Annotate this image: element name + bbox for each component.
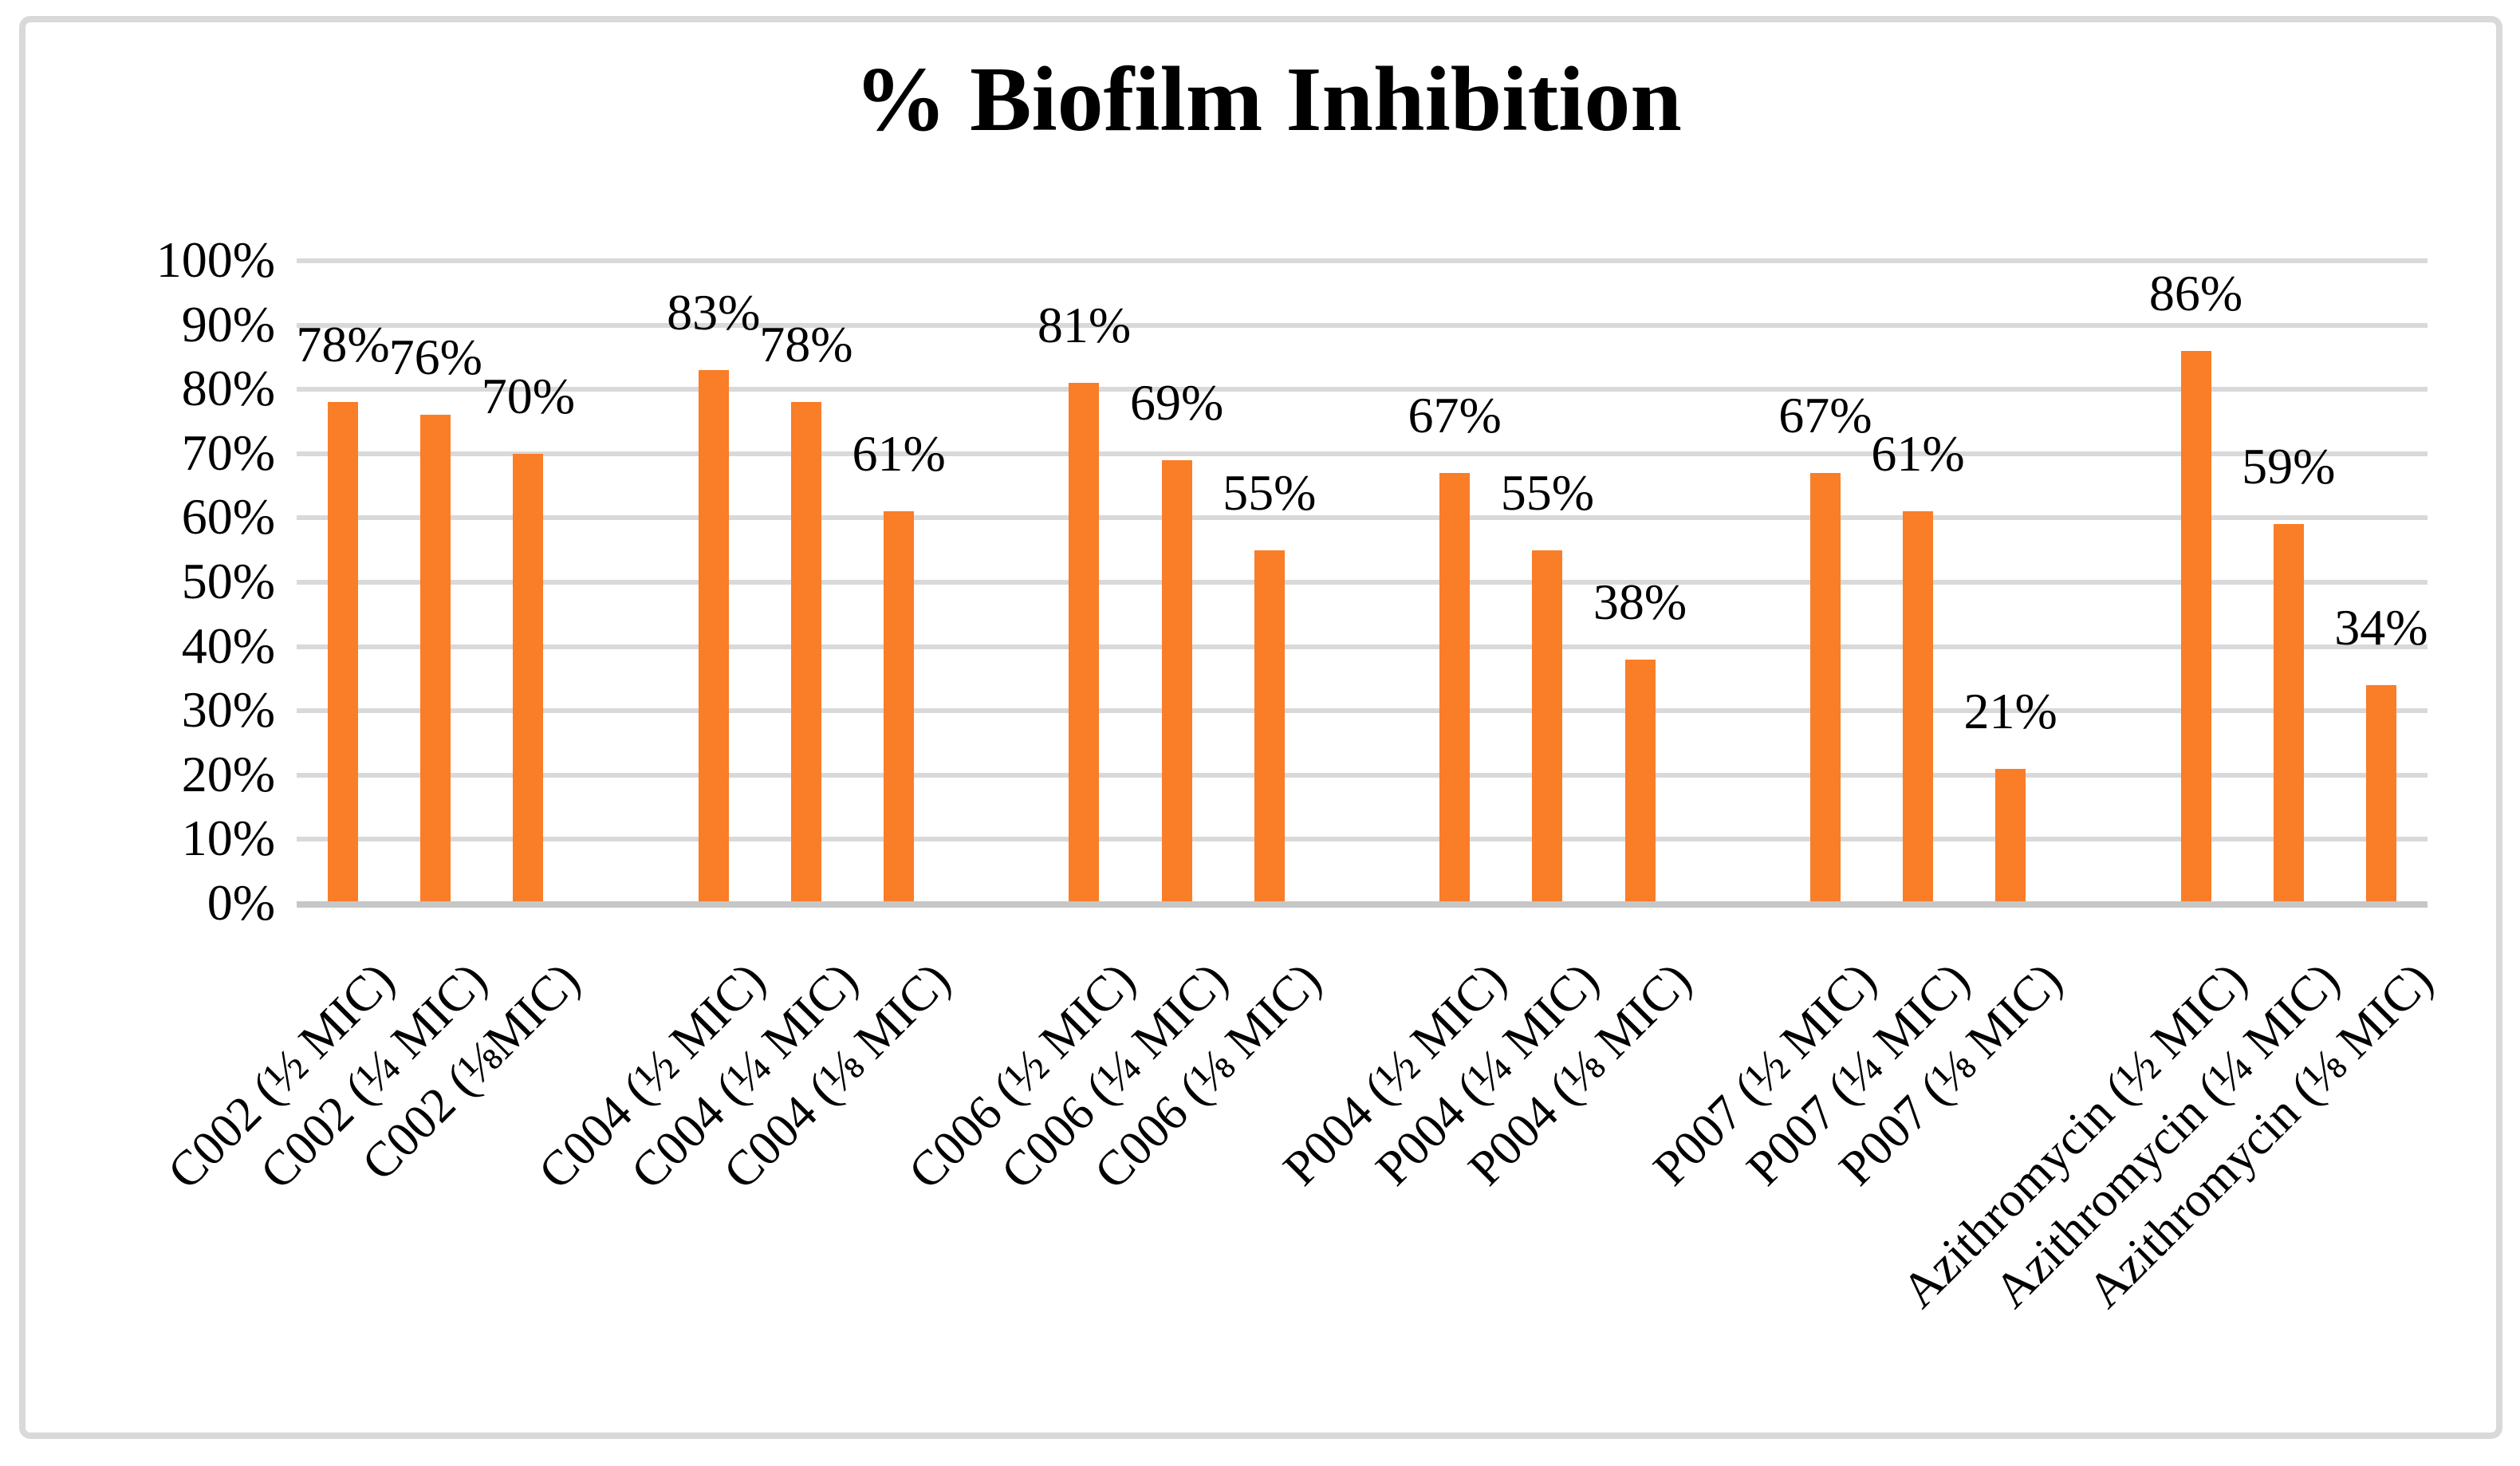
bar-value-label: 55% <box>1500 463 1594 521</box>
bar-P007-0 <box>1809 472 1841 904</box>
bar-Azithromycin-0 <box>2180 350 2211 904</box>
bar-value-label: 83% <box>667 284 761 341</box>
gridline-50 <box>297 580 2427 585</box>
bar-C004-0 <box>698 370 729 904</box>
gridline-60 <box>297 515 2427 521</box>
y-axis-tick-label-50: 50% <box>181 553 275 609</box>
y-axis-tick-label-60: 60% <box>181 488 275 546</box>
bar-value-label: 55% <box>1223 463 1317 521</box>
bar-P007-2 <box>1995 768 2026 904</box>
bar-C006-2 <box>1254 550 1285 904</box>
gridline-100 <box>297 258 2427 263</box>
bar-Azithromycin-1 <box>2273 524 2304 904</box>
bar-value-label: 34% <box>2334 598 2428 656</box>
bar-value-label: 81% <box>1037 297 1132 354</box>
y-axis-tick-label-10: 10% <box>181 810 275 867</box>
y-axis-tick-label-30: 30% <box>181 681 275 739</box>
bar-P004-0 <box>1439 472 1471 904</box>
bar-value-label: 38% <box>1593 573 1687 630</box>
y-axis-tick-label-0: 0% <box>207 874 275 931</box>
bar-value-label: 61% <box>1871 425 1965 483</box>
chart-title: % Biofilm Inhibition <box>854 49 1682 151</box>
bar-value-label: 67% <box>1408 386 1502 443</box>
bar-value-label: 61% <box>852 425 946 483</box>
gridline-30 <box>297 708 2427 714</box>
bar-value-label: 67% <box>1778 386 1872 443</box>
bar-Azithromycin-2 <box>2365 684 2396 904</box>
bar-C002-0 <box>328 402 359 904</box>
bar-value-label: 59% <box>2242 438 2336 495</box>
gridline-10 <box>297 837 2427 842</box>
bar-value-label: 78% <box>296 316 390 373</box>
bar-P007-1 <box>1903 511 1934 904</box>
gridline-40 <box>297 644 2427 649</box>
bar-C002-1 <box>420 415 451 904</box>
x-axis-line <box>297 901 2427 908</box>
y-axis-tick-label-90: 90% <box>181 295 275 353</box>
y-axis-tick-label-70: 70% <box>181 424 275 481</box>
y-axis-tick-label-80: 80% <box>181 360 275 417</box>
bar-value-label: 21% <box>1963 682 2057 739</box>
bar-C004-1 <box>790 402 821 904</box>
gridline-80 <box>297 387 2427 392</box>
bar-P004-1 <box>1532 550 1563 904</box>
bar-C006-1 <box>1161 459 1192 904</box>
bar-value-label: 78% <box>759 316 853 373</box>
y-axis-tick-label-40: 40% <box>181 617 275 674</box>
bar-value-label: 76% <box>388 329 482 386</box>
bar-C004-2 <box>884 511 915 904</box>
bar-value-label: 86% <box>2148 264 2243 321</box>
y-axis-tick-label-100: 100% <box>156 231 275 288</box>
gridline-90 <box>297 322 2427 328</box>
bar-P004-2 <box>1624 659 1656 904</box>
gridline-20 <box>297 772 2427 778</box>
bar-value-label: 70% <box>481 367 576 424</box>
bar-value-label: 69% <box>1129 373 1224 431</box>
bar-C006-0 <box>1069 383 1100 904</box>
gridline-70 <box>297 451 2427 456</box>
y-axis-tick-label-20: 20% <box>181 745 275 802</box>
bar-C002-2 <box>513 453 544 904</box>
